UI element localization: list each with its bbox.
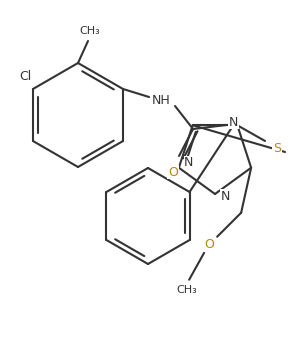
Text: O: O	[168, 165, 178, 178]
Text: N: N	[184, 156, 193, 169]
Text: NH: NH	[152, 94, 171, 107]
Text: CH₃: CH₃	[80, 26, 100, 36]
Text: N: N	[220, 190, 230, 203]
Text: CH₃: CH₃	[177, 285, 198, 295]
Text: S: S	[273, 143, 281, 155]
Text: O: O	[204, 238, 214, 251]
Text: N: N	[229, 116, 238, 129]
Text: Cl: Cl	[19, 71, 31, 84]
